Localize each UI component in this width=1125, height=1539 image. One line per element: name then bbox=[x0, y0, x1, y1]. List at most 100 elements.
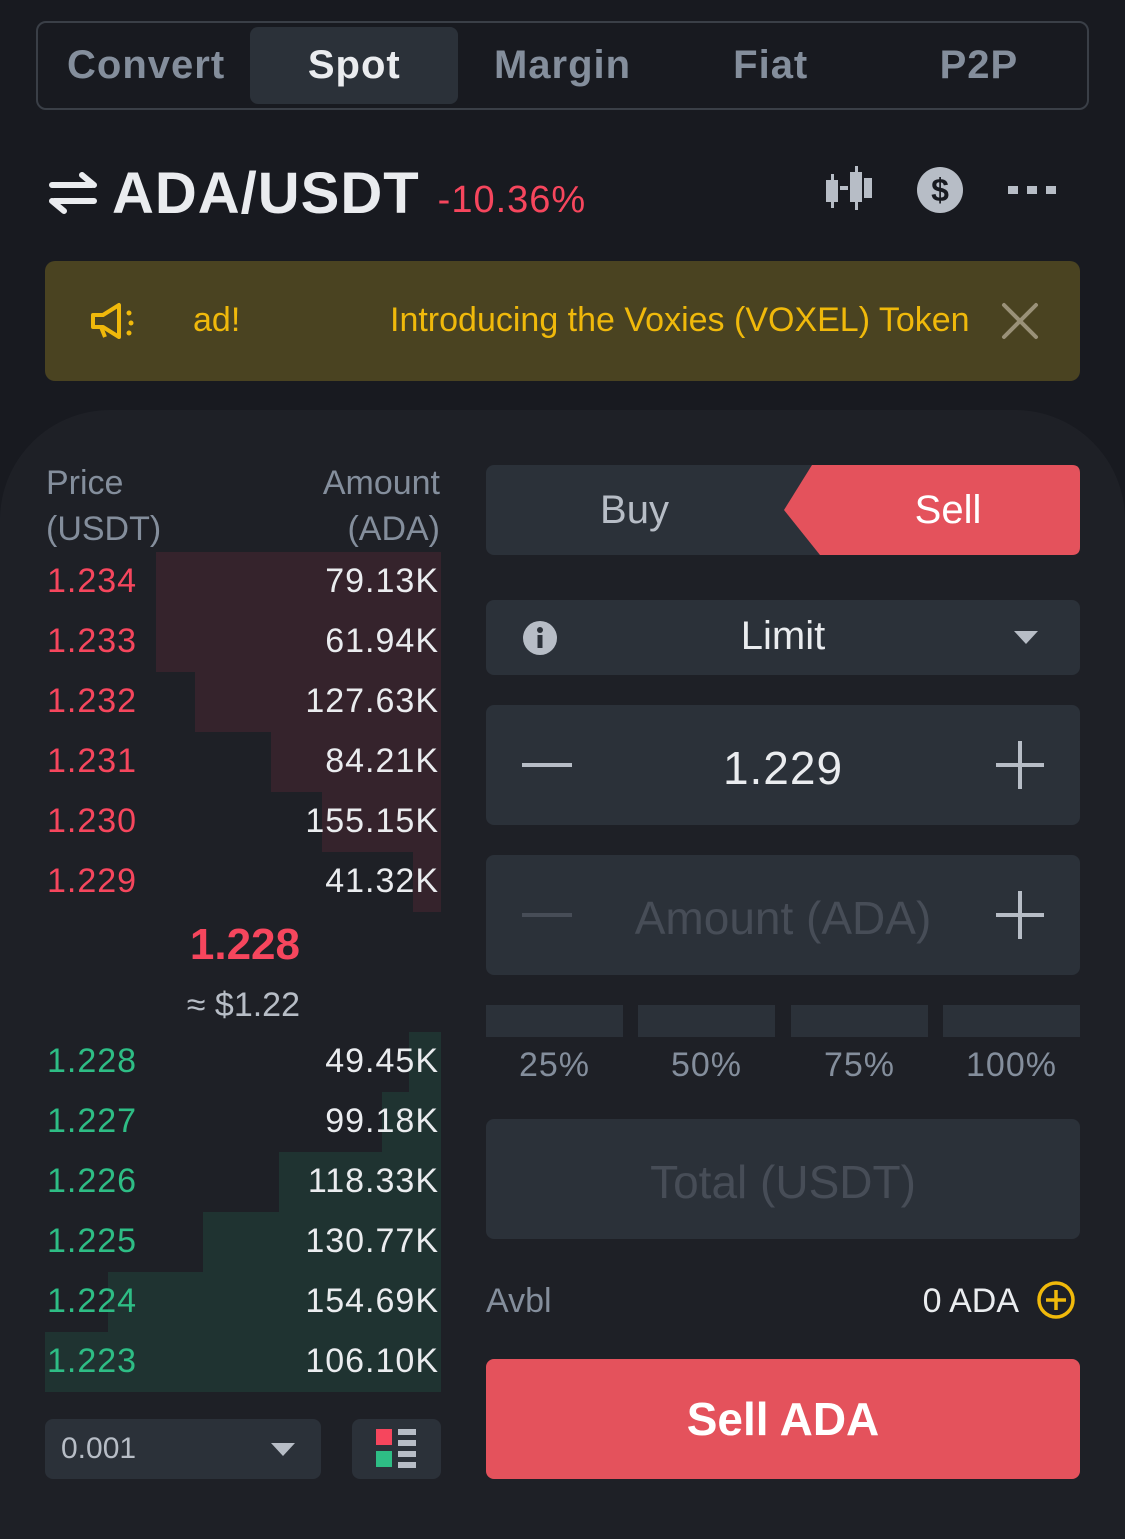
tick-size-value: 0.001 bbox=[61, 1432, 137, 1465]
ask-row[interactable]: 1.231 84.21K bbox=[45, 732, 441, 792]
decrease-price-button[interactable] bbox=[522, 763, 572, 767]
candlestick-chart-icon[interactable] bbox=[822, 164, 874, 216]
depth-bar bbox=[322, 792, 441, 852]
bid-row[interactable]: 1.227 99.18K bbox=[45, 1092, 441, 1152]
ask-row[interactable]: 1.230 155.15K bbox=[45, 792, 441, 852]
ask-price: 1.230 bbox=[47, 802, 138, 840]
ask-amount: 41.32K bbox=[325, 862, 439, 900]
total-field[interactable]: Total (USDT) bbox=[486, 1119, 1080, 1239]
ask-row[interactable]: 1.232 127.63K bbox=[45, 672, 441, 732]
tab-spot[interactable]: Spot bbox=[250, 27, 459, 104]
chevron-down-icon bbox=[271, 1443, 295, 1456]
plus-icon bbox=[1018, 891, 1022, 939]
ask-price: 1.233 bbox=[47, 622, 138, 660]
bid-amount: 154.69K bbox=[305, 1282, 439, 1320]
decrease-amount-button[interactable] bbox=[522, 913, 572, 917]
orderbook-layout-button[interactable] bbox=[352, 1419, 441, 1479]
order-type-label: Limit bbox=[740, 614, 826, 658]
bid-price: 1.228 bbox=[47, 1042, 138, 1080]
percentage-100-button[interactable]: 100% bbox=[966, 1046, 1057, 1084]
bid-row[interactable]: 1.224 154.69K bbox=[45, 1272, 441, 1332]
depth-bar bbox=[45, 1332, 441, 1392]
percentage-segment[interactable] bbox=[486, 1005, 623, 1037]
trade-mode-tabs: Convert Spot Margin Fiat P2P bbox=[36, 21, 1089, 110]
buy-sell-toggle: Buy Sell bbox=[486, 465, 1080, 555]
depth-bar bbox=[270, 732, 441, 792]
bid-row[interactable]: 1.226 118.33K bbox=[45, 1152, 441, 1212]
depth-bar bbox=[203, 1212, 441, 1272]
tab-p2p[interactable]: P2P bbox=[939, 43, 1019, 87]
pair-name[interactable]: ADA/USDT bbox=[112, 160, 420, 226]
price-header-unit: (USDT) bbox=[46, 510, 162, 548]
last-price-usd: ≈ $1.22 bbox=[186, 986, 300, 1024]
bid-price: 1.227 bbox=[47, 1102, 138, 1140]
percentage-75-button[interactable]: 75% bbox=[823, 1046, 896, 1084]
info-icon[interactable] bbox=[522, 620, 558, 656]
ask-amount: 61.94K bbox=[325, 622, 439, 660]
svg-text:$: $ bbox=[931, 172, 949, 208]
tab-convert[interactable]: Convert bbox=[67, 43, 226, 87]
total-input[interactable]: Total (USDT) bbox=[650, 1156, 916, 1208]
close-icon[interactable] bbox=[1000, 301, 1040, 341]
available-label: Avbl bbox=[486, 1282, 552, 1320]
orderbook-layout-icon bbox=[376, 1429, 416, 1468]
tab-margin[interactable]: Margin bbox=[493, 43, 632, 87]
price-stepper: 1.229 bbox=[486, 705, 1080, 825]
ask-price: 1.231 bbox=[47, 742, 138, 780]
amount-header-unit: (ADA) bbox=[347, 510, 440, 548]
amount-input[interactable]: Amount (ADA) bbox=[634, 892, 932, 944]
order-type-select[interactable]: Limit bbox=[486, 600, 1080, 675]
ask-row[interactable]: 1.229 41.32K bbox=[45, 852, 441, 912]
ask-amount: 79.13K bbox=[325, 562, 439, 600]
bid-price: 1.226 bbox=[47, 1162, 138, 1200]
ask-row[interactable]: 1.234 79.13K bbox=[45, 552, 441, 612]
tick-size-select[interactable]: 0.001 bbox=[45, 1419, 321, 1479]
megaphone-icon bbox=[91, 303, 134, 339]
dollar-coin-icon[interactable]: $ bbox=[914, 164, 966, 216]
bid-amount: 106.10K bbox=[305, 1342, 439, 1380]
depth-bar bbox=[409, 1032, 441, 1092]
depth-bar bbox=[381, 1092, 441, 1152]
ask-amount: 84.21K bbox=[325, 742, 439, 780]
buy-tab[interactable]: Buy bbox=[600, 487, 669, 532]
bid-price: 1.225 bbox=[47, 1222, 138, 1260]
pair-header: ADA/USDT -10.36% $ bbox=[48, 158, 1078, 228]
bid-price: 1.224 bbox=[47, 1282, 138, 1320]
percentage-25-button[interactable]: 25% bbox=[518, 1046, 591, 1084]
ask-row[interactable]: 1.233 61.94K bbox=[45, 612, 441, 672]
percentage-slider[interactable] bbox=[486, 1005, 1080, 1037]
chevron-down-icon bbox=[1014, 631, 1038, 644]
sell-ada-button[interactable]: Sell ADA bbox=[486, 1359, 1080, 1479]
bid-amount: 99.18K bbox=[325, 1102, 439, 1140]
sell-tab[interactable]: Sell bbox=[914, 487, 982, 532]
tab-fiat[interactable]: Fiat bbox=[733, 43, 809, 87]
price-change: -10.36% bbox=[437, 178, 587, 221]
swap-pair-icon[interactable] bbox=[48, 171, 98, 215]
percentage-segment[interactable] bbox=[638, 1005, 775, 1037]
amount-header: Amount bbox=[322, 464, 440, 502]
bid-row[interactable]: 1.228 49.45K bbox=[45, 1032, 441, 1092]
percentage-50-button[interactable]: 50% bbox=[670, 1046, 743, 1084]
price-input[interactable]: 1.229 bbox=[722, 742, 844, 794]
bid-row[interactable]: 1.225 130.77K bbox=[45, 1212, 441, 1272]
announcement-banner[interactable]: ad! Introducing the Voxies (VOXEL) Token bbox=[45, 261, 1080, 381]
ask-price: 1.229 bbox=[47, 862, 138, 900]
bid-amount: 49.45K bbox=[325, 1042, 439, 1080]
bid-amount: 118.33K bbox=[307, 1162, 439, 1200]
depth-bar bbox=[155, 552, 441, 612]
add-funds-icon[interactable] bbox=[1036, 1280, 1076, 1320]
bid-row[interactable]: 1.223 106.10K bbox=[45, 1332, 441, 1392]
ask-price: 1.232 bbox=[47, 682, 138, 720]
price-header: Price bbox=[46, 464, 124, 502]
percentage-segment[interactable] bbox=[943, 1005, 1080, 1037]
available-balance: 0 ADA bbox=[922, 1282, 1019, 1320]
announcement-text[interactable]: Introducing the Voxies (VOXEL) Token bbox=[390, 301, 970, 339]
percentage-segment[interactable] bbox=[791, 1005, 928, 1037]
depth-bar bbox=[155, 612, 441, 672]
ask-amount: 127.63K bbox=[305, 682, 439, 720]
announcement-ticker-fragment: ad! bbox=[193, 301, 241, 339]
amount-stepper: Amount (ADA) bbox=[486, 855, 1080, 975]
plus-icon bbox=[1018, 741, 1022, 789]
more-icon[interactable] bbox=[1006, 164, 1058, 216]
depth-bar bbox=[108, 1272, 441, 1332]
